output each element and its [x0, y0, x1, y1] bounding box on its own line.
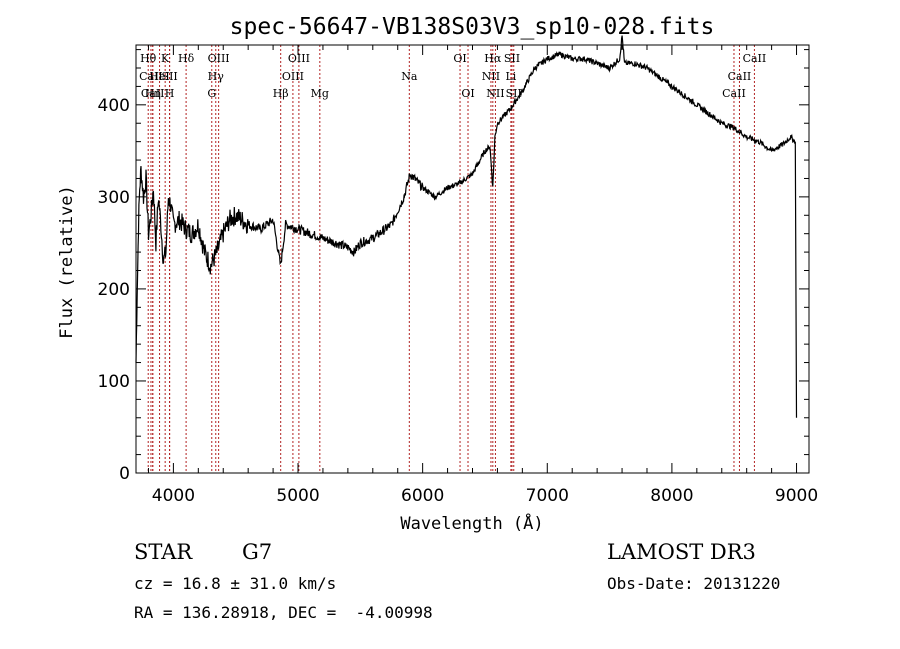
line-label: H [165, 87, 175, 100]
x-tick-label: 5000 [276, 486, 319, 506]
line-label: Hα [484, 52, 502, 65]
line-label: CaII [728, 70, 752, 83]
chart-title: spec-56647-VB138S03V3_sp10-028.fits [230, 14, 715, 40]
ra-dec: RA = 136.28918, DEC = -4.00998 [134, 603, 433, 622]
line-label: NII [486, 87, 504, 100]
line-label: Hβ [273, 87, 289, 100]
y-tick-label: 100 [98, 372, 130, 392]
x-axis-label: Wavelength (Å) [400, 512, 543, 534]
line-label: Na [401, 70, 418, 83]
x-tick-label: 6000 [401, 486, 444, 506]
line-label: OIII [288, 52, 310, 65]
line-label: Hη [145, 87, 161, 100]
line-label: OI [461, 87, 474, 100]
line-label: Hδ [178, 52, 195, 65]
line-label: OIII [208, 52, 230, 65]
redshift-cz: cz = 16.8 ± 31.0 km/s [134, 574, 337, 593]
line-label: G [207, 87, 216, 100]
y-tick-label: 400 [98, 96, 130, 116]
line-label: Li [505, 70, 516, 83]
x-tick-label: 9000 [775, 486, 818, 506]
spectrum-series-line [135, 35, 798, 418]
line-label: SII [504, 52, 520, 65]
survey-name: LAMOST DR3 [607, 540, 756, 564]
class-type: STAR [134, 540, 193, 564]
x-tick-label: 7000 [526, 486, 569, 506]
y-tick-label: 300 [98, 188, 130, 208]
line-label: Hγ [208, 70, 225, 83]
x-tick-label: 8000 [650, 486, 693, 506]
line-label: HeI [149, 70, 169, 83]
y-axis: 0 100 200 300 400 [98, 49, 809, 484]
line-label: OIII [282, 70, 304, 83]
y-axis-label: Flux (relative) [57, 185, 77, 339]
line-label: CaII [141, 87, 165, 100]
x-axis: 4000 5000 6000 7000 8000 9000 [147, 45, 818, 506]
line-label: K [161, 52, 170, 65]
obs-date: Obs-Date: 20131220 [607, 574, 781, 593]
plot-frame [135, 44, 810, 474]
line-label: CaII [743, 52, 767, 65]
line-label: CaII [139, 70, 163, 83]
y-tick-label: 200 [98, 280, 130, 300]
subclass: G7 [242, 540, 273, 564]
line-label: OI [453, 52, 466, 65]
x-tick-label: 4000 [152, 486, 195, 506]
line-label: SII [162, 70, 178, 83]
line-label: CaII [722, 87, 746, 100]
y-tick-label: 0 [119, 464, 130, 484]
spectral-line-markers [147, 45, 755, 473]
line-label: Mg [311, 87, 329, 100]
line-label: Hθ [140, 52, 157, 65]
line-label: NII [482, 70, 500, 83]
